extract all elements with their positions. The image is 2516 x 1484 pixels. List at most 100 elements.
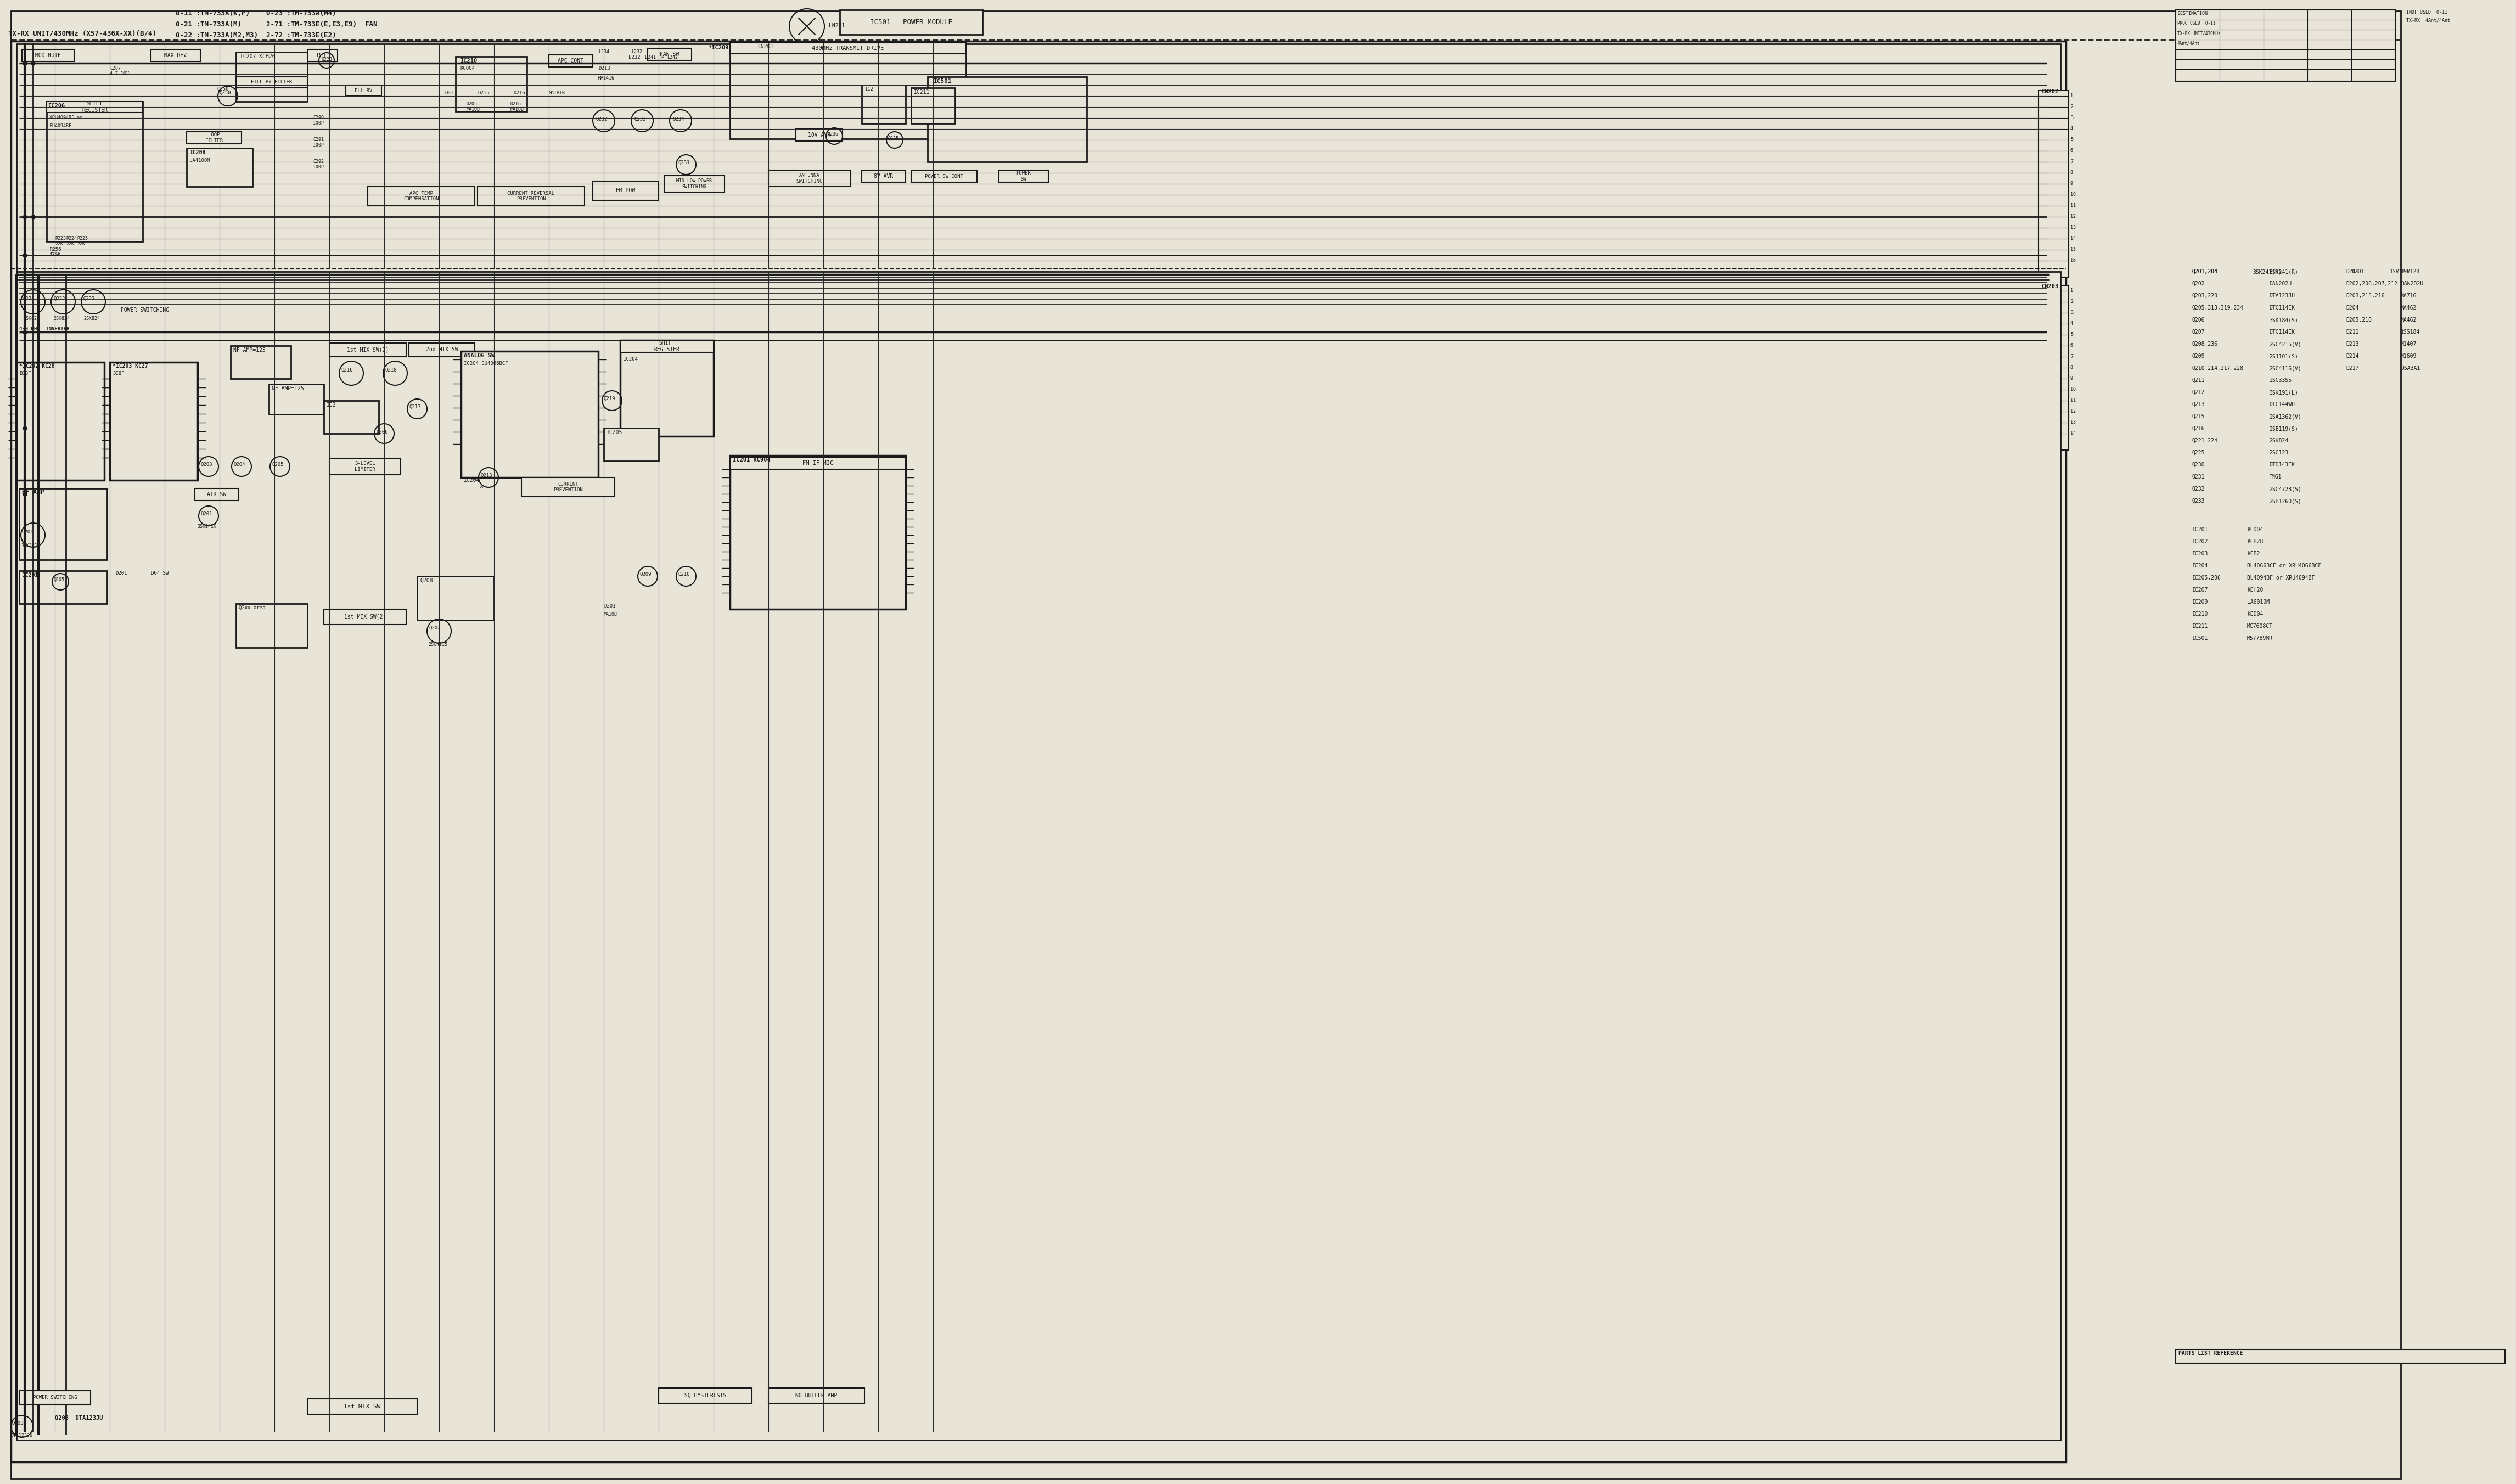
Text: BC8F: BC8F [20,371,30,375]
Text: Q231: Q231 [677,160,689,165]
Text: M1609: M1609 [2400,353,2418,359]
Text: LA4100M: LA4100M [189,159,209,163]
Text: 4: 4 [2071,126,2073,131]
Text: FM POW: FM POW [616,188,637,193]
Text: KCH20: KCH20 [2247,588,2264,592]
Bar [2038,91,2068,278]
Bar [2176,10,2395,82]
Text: D217: D217 [2345,365,2360,371]
Text: IC210: IC210 [2191,611,2209,617]
Text: IC2: IC2 [327,402,337,408]
Text: Q221-224: Q221-224 [2191,438,2219,444]
Text: 1st MIX SW(2): 1st MIX SW(2) [345,614,385,620]
Text: SQ HYSTERESIS: SQ HYSTERESIS [684,1393,727,1398]
Text: CURRENT REVERSAL
PREVENTION: CURRENT REVERSAL PREVENTION [508,191,554,202]
Text: IC201 KC904: IC201 KC904 [732,457,770,463]
Text: 10: 10 [2071,387,2076,392]
Bar [2038,285,2068,450]
Text: SHIFT
REGISTER: SHIFT REGISTER [654,340,679,352]
Text: Q250: Q250 [216,86,229,92]
Text: 3: 3 [2071,310,2073,315]
Text: 11: 11 [2071,398,2076,402]
Bar [911,88,956,123]
Text: 8: 8 [2071,171,2073,175]
Text: 0-22 :TM-733A(M2,M3)  2-72 :TM-733E(E2): 0-22 :TM-733A(M2,M3) 2-72 :TM-733E(E2) [176,31,337,39]
Text: IC201: IC201 [23,573,38,577]
Text: *IC202 KC28: *IC202 KC28 [20,364,55,370]
Bar [767,171,850,187]
Bar [460,352,599,478]
Text: 2SC4215: 2SC4215 [428,643,448,647]
Text: 0-21 :TM-733A(M)      2-71 :TM-733E(E,E3,E9)  FAN: 0-21 :TM-733A(M) 2-71 :TM-733E(E,E3,E9) … [176,21,377,28]
Text: CN203: CN203 [2040,283,2058,289]
Text: DESTINATION: DESTINATION [2176,10,2207,16]
Bar [730,457,906,469]
Text: LA6010M: LA6010M [2247,600,2269,605]
Text: 1: 1 [2071,93,2073,98]
Text: Q201: Q201 [23,530,33,534]
Text: CURRENT
PREVENTION: CURRENT PREVENTION [554,482,584,493]
Text: C291
100P: C291 100P [312,137,325,148]
Text: *IC203 KC27: *IC203 KC27 [113,364,148,370]
Text: Q235: Q235 [888,137,898,141]
Text: Q2xx area: Q2xx area [239,605,264,610]
Text: 3SK241K: 3SK241K [196,524,216,530]
Text: IC201: IC201 [2191,527,2209,533]
Bar [860,171,906,183]
Text: Q215: Q215 [2191,414,2204,420]
Bar [48,101,143,242]
Text: Q216: Q216 [342,368,352,372]
Text: R224
22K: R224 22K [65,236,78,246]
Text: Q233: Q233 [634,117,647,122]
Text: Q211: Q211 [2191,377,2204,383]
Text: APC TEMP
COMPENSATION: APC TEMP COMPENSATION [403,191,438,202]
Text: IC2: IC2 [866,86,873,92]
Text: 2SK824: 2SK824 [23,316,40,321]
Text: 3-LEVEL
LIMITER: 3-LEVEL LIMITER [355,462,375,472]
Bar [659,1388,752,1404]
Bar [928,77,1087,162]
Text: MOD MUTE: MOD MUTE [35,53,60,58]
Text: 3SK241(R): 3SK241(R) [2269,269,2297,275]
Text: IC204: IC204 [463,478,481,482]
Text: CN202: CN202 [2040,89,2058,95]
Text: POWER
SW: POWER SW [1016,171,1032,181]
Text: L242: L242 [667,55,677,59]
Text: R223
22K: R223 22K [55,236,65,246]
Text: FAN SW: FAN SW [659,52,679,56]
Text: 430 MHz  INVERTER: 430 MHz INVERTER [20,326,70,331]
Bar [10,42,2066,1462]
Text: INDF USED  0-11: INDF USED 0-11 [2405,10,2448,15]
Text: Q202: Q202 [2191,280,2204,286]
Text: NO BUFFER AMP: NO BUFFER AMP [795,1393,838,1398]
Bar [410,343,476,356]
Text: CN201: CN201 [757,45,772,49]
Text: IC210: IC210 [460,58,478,64]
Text: Q208: Q208 [420,577,433,583]
Text: L241 TP: L241 TP [644,55,664,59]
Text: Q205: Q205 [272,462,284,467]
Text: Q225: Q225 [2191,450,2204,456]
Text: D201: D201 [116,571,128,576]
Text: BU4094BF: BU4094BF [50,123,70,129]
Text: 3SK191(L): 3SK191(L) [2269,390,2297,395]
Text: Q230: Q230 [2191,462,2204,467]
Text: R256
470K: R256 470K [50,246,60,258]
Bar [186,132,242,144]
Text: 1: 1 [2071,288,2073,292]
Bar [237,604,307,647]
Text: D203,215,216: D203,215,216 [2345,292,2385,298]
Text: MID LOW POWER
SWITCHING: MID LOW POWER SWITCHING [677,178,712,188]
Text: 2SA1362(V): 2SA1362(V) [2269,414,2302,420]
Text: D04 SW: D04 SW [151,571,169,576]
Text: 2SB1260(S): 2SB1260(S) [2269,499,2302,503]
Bar [730,43,966,139]
Text: Q204: Q204 [234,462,244,467]
Text: D015: D015 [445,91,455,95]
Bar [999,171,1049,183]
Text: 13: 13 [2071,420,2076,424]
Text: POWER SWITCHING: POWER SWITCHING [121,307,169,313]
Text: 1st MIX SW: 1st MIX SW [345,1404,380,1410]
Bar [151,49,201,61]
Bar [325,610,405,625]
